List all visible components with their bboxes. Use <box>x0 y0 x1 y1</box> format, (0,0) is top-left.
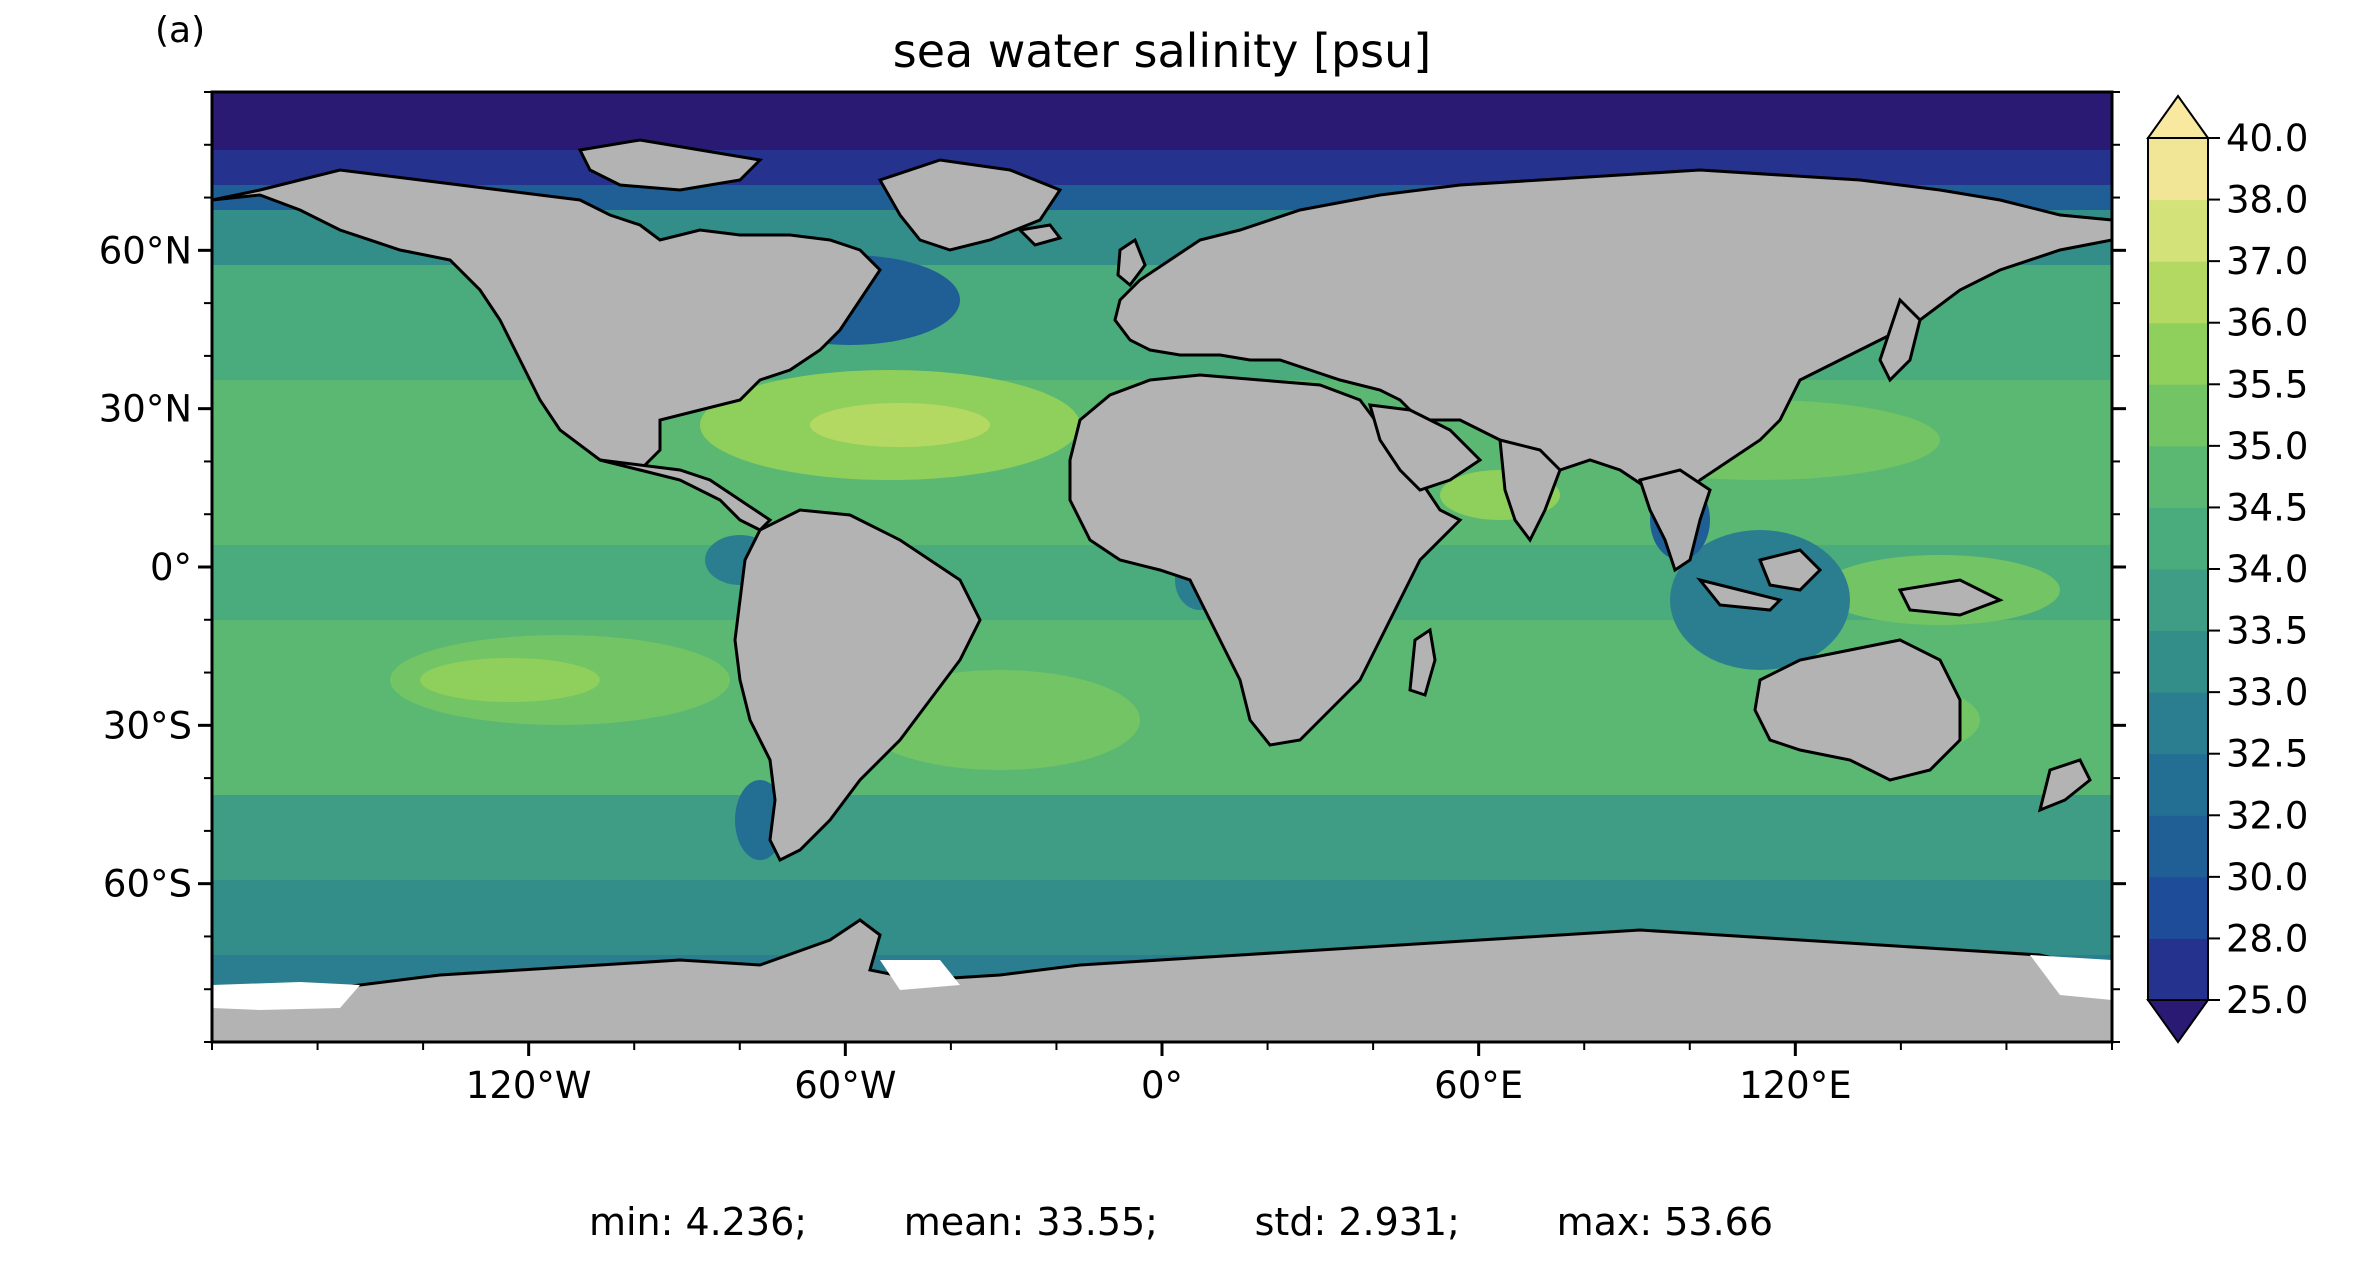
colorbar-bin <box>2148 876 2208 939</box>
statistics-line: min: 4.236; mean: 33.55; std: 2.931; max… <box>0 1200 2362 1244</box>
new-zealand <box>2037 758 2092 813</box>
colorbar-extend-low <box>2146 999 2210 1044</box>
colorbar-tick-label: 25.0 <box>2226 979 2308 1022</box>
colorbar-extend-high <box>2146 94 2210 139</box>
eurasia <box>1113 168 2112 502</box>
colorbar-tick-label: 36.0 <box>2226 302 2308 345</box>
madagascar <box>1408 627 1437 697</box>
colorbar-tick-label: 40.0 <box>2226 117 2308 160</box>
colorbar-bin <box>2148 445 2208 508</box>
colorbar-bin <box>2148 322 2208 385</box>
colorbar-tick-label: 30.0 <box>2226 856 2308 899</box>
colorbar-bin <box>2148 384 2208 447</box>
canadian-arctic-archipelago <box>577 138 764 192</box>
colorbar-bin <box>2148 692 2208 755</box>
australia <box>1753 638 1962 782</box>
y-tick-label: 0° <box>150 546 192 589</box>
colorbar-bin <box>2148 138 2208 201</box>
japan <box>1878 297 1922 383</box>
colorbar-tick-label: 37.0 <box>2226 240 2308 283</box>
map-plot-area <box>212 92 2112 1042</box>
north-america <box>212 168 882 472</box>
x-tick-label: 60°E <box>1434 1064 1523 1107</box>
x-tick-label: 60°W <box>794 1064 896 1107</box>
south-pacific-max <box>420 658 600 702</box>
new-guinea <box>1897 578 2004 617</box>
colorbar: 25.0 28.0 30.0 32.0 32.5 33.0 33.5 34.0 34.5 35.0… <box>2146 94 2308 1044</box>
indochina <box>1638 468 1712 573</box>
filchner-ronne-ice-shelf <box>880 960 960 990</box>
stat-max: max: 53.66 <box>1556 1200 1774 1244</box>
great-britain <box>1116 237 1147 288</box>
ross-ice-shelf <box>212 982 360 1010</box>
antarctica <box>212 918 2112 1042</box>
colorbar-bin <box>2148 199 2208 262</box>
stat-min: min: 4.236; <box>588 1200 808 1244</box>
land-masses <box>212 138 2112 1042</box>
y-tick-label: 60°S <box>103 863 192 906</box>
borneo <box>1757 548 1823 592</box>
colorbar-bin <box>2148 507 2208 570</box>
colorbar-bin <box>2148 261 2208 324</box>
stat-mean: mean: 33.55; <box>903 1200 1158 1244</box>
colorbar-tick-label: 32.5 <box>2226 733 2308 776</box>
colorbar-bin <box>2148 753 2208 816</box>
south-midlat-band <box>212 795 2112 885</box>
y-tick-label: 30°S <box>103 704 192 747</box>
y-axis-ticks: 60°N 30°N 0° 30°S 60°S <box>99 91 2126 1043</box>
iceland <box>1016 223 1063 247</box>
south-america <box>733 508 982 863</box>
x-tick-label: 120°E <box>1739 1064 1852 1107</box>
north-atlantic-max <box>810 403 990 447</box>
colorbar-bin <box>2148 630 2208 693</box>
colorbar-tick-label: 38.0 <box>2226 179 2308 222</box>
colorbar-bin <box>2148 569 2208 632</box>
colorbar-tick-label: 33.0 <box>2226 671 2308 714</box>
colorbar-bin <box>2148 938 2208 1001</box>
colorbar-tick-label: 35.0 <box>2226 425 2308 468</box>
colorbar-bin <box>2148 815 2208 878</box>
y-tick-label: 60°N <box>99 229 192 272</box>
colorbar-tick-label: 34.5 <box>2226 486 2308 529</box>
colorbar-tick-label: 35.5 <box>2226 363 2308 406</box>
stat-std: std: 2.931; <box>1254 1200 1460 1244</box>
map-title: sea water salinity [psu] <box>892 24 1432 78</box>
colorbar-tick-label: 28.0 <box>2226 917 2308 960</box>
colorbar-tick-label: 33.5 <box>2226 610 2308 653</box>
x-tick-label: 0° <box>1141 1064 1183 1107</box>
greenland <box>877 158 1063 252</box>
india <box>1498 438 1562 543</box>
ice-shelves <box>212 955 2112 1010</box>
y-tick-label: 30°N <box>99 388 192 431</box>
colorbar-tick-label: 34.0 <box>2226 548 2308 591</box>
arabian-peninsula <box>1367 403 1483 492</box>
sumatra-java <box>1696 577 1783 612</box>
x-tick-label: 120°W <box>466 1064 592 1107</box>
x-axis-ticks: 120°W 60°W 0° 60°E 120°E <box>211 1042 2113 1107</box>
panel-label: (a) <box>155 10 206 51</box>
africa <box>1068 373 1463 747</box>
colorbar-tick-label: 32.0 <box>2226 794 2308 837</box>
ross-ice-shelf-east <box>2030 955 2112 1000</box>
arctic-fresh-band <box>212 92 2112 152</box>
